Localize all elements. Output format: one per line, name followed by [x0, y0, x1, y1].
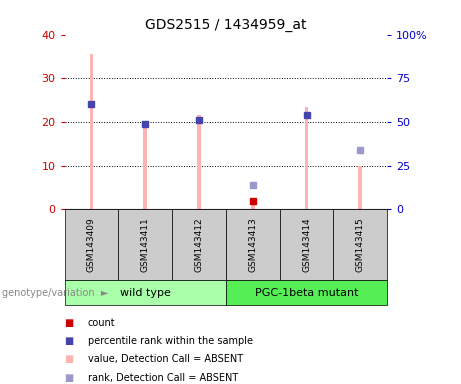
Text: GSM143409: GSM143409 — [87, 217, 96, 272]
Text: GSM143415: GSM143415 — [356, 217, 365, 272]
Text: GSM143414: GSM143414 — [302, 217, 311, 272]
Bar — [197, 115, 201, 209]
Text: ■: ■ — [65, 373, 74, 383]
Text: value, Detection Call = ABSENT: value, Detection Call = ABSENT — [88, 354, 242, 364]
Title: GDS2515 / 1434959_at: GDS2515 / 1434959_at — [145, 18, 307, 32]
Text: wild type: wild type — [120, 288, 171, 298]
Text: percentile rank within the sample: percentile rank within the sample — [88, 336, 253, 346]
Text: GSM143411: GSM143411 — [141, 217, 150, 272]
Text: genotype/variation  ►: genotype/variation ► — [2, 288, 109, 298]
Text: PGC-1beta mutant: PGC-1beta mutant — [255, 288, 358, 298]
Text: count: count — [88, 318, 115, 328]
Bar — [251, 200, 254, 209]
Bar — [89, 54, 93, 209]
Bar — [305, 107, 308, 209]
Bar — [143, 124, 147, 209]
Text: ■: ■ — [65, 318, 74, 328]
Text: rank, Detection Call = ABSENT: rank, Detection Call = ABSENT — [88, 373, 238, 383]
Text: ■: ■ — [65, 354, 74, 364]
Text: ■: ■ — [65, 336, 74, 346]
Text: GSM143412: GSM143412 — [195, 217, 203, 272]
Text: GSM143413: GSM143413 — [248, 217, 257, 272]
Bar — [359, 166, 362, 209]
